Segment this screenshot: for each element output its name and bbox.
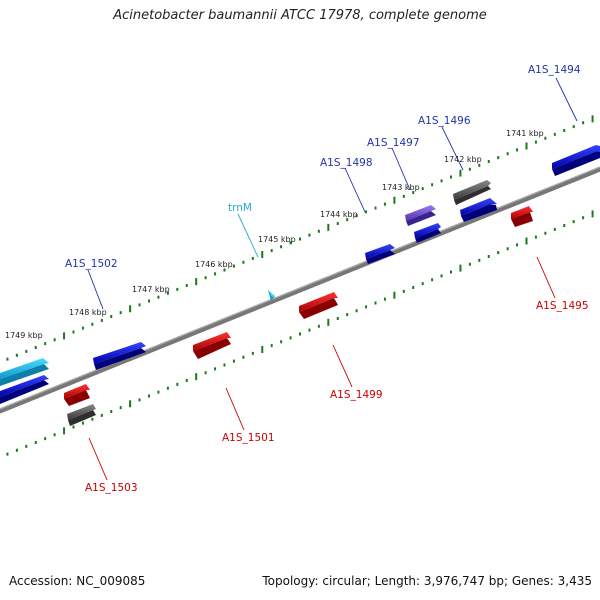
leader-a1s-1503: [88, 437, 108, 481]
gene-a1s-1497[interactable]: [405, 205, 436, 226]
tick-label-1741: 1741 kbp: [506, 129, 544, 138]
gene-a1s-1496-gray[interactable]: [453, 180, 491, 205]
gene-a1s-1499[interactable]: [299, 292, 338, 319]
leader-a1s-1495: [536, 256, 556, 299]
gene-a1s-1501[interactable]: [193, 332, 231, 359]
gene-trna-cyan-left[interactable]: [0, 358, 49, 386]
label-a1s-1499[interactable]: A1S_1499: [330, 389, 383, 401]
label-trnm[interactable]: trnM: [228, 202, 252, 214]
label-a1s-1501[interactable]: A1S_1501: [222, 432, 275, 444]
label-a1s-1497[interactable]: A1S_1497: [367, 137, 420, 149]
leader-trnm: [237, 213, 259, 258]
leader-a1s-1497: [391, 147, 411, 191]
leader-a1s-1501: [225, 387, 245, 431]
gene-a1s-1495[interactable]: [511, 206, 533, 227]
gene-a1s-1502[interactable]: [93, 342, 146, 370]
label-a1s-1498[interactable]: A1S_1498: [320, 157, 373, 169]
tick-label-1743: 1743 kbp: [382, 183, 420, 192]
topology-text: Topology: circular; Length: 3,976,747 bp…: [262, 574, 592, 588]
leader-a1s-1499: [332, 344, 353, 388]
label-a1s-1496[interactable]: A1S_1496: [418, 115, 471, 127]
gene-a1s-1503[interactable]: [64, 384, 90, 406]
label-leaders: [87, 77, 578, 481]
gene-a1s-1494[interactable]: [552, 145, 600, 176]
gene-a1s-1503-gray[interactable]: [67, 404, 96, 426]
tick-label-1748: 1748 kbp: [69, 308, 107, 317]
tick-label-1749: 1749 kbp: [5, 331, 43, 340]
map-title: Acinetobacter baumannii ATCC 17978, comp…: [113, 8, 487, 23]
genome-backbone-highlight: [0, 166, 600, 410]
gene-a1s-1497b[interactable]: [414, 223, 441, 243]
gene-a1s-1496[interactable]: [460, 198, 497, 222]
tick-label-1747: 1747 kbp: [132, 285, 170, 294]
label-a1s-1495[interactable]: A1S_1495: [536, 300, 589, 312]
gene-forward-left-edge[interactable]: [0, 375, 49, 404]
tick-label-1745: 1745 kbp: [258, 235, 296, 244]
leader-a1s-1496: [441, 126, 464, 171]
label-a1s-1502[interactable]: A1S_1502: [65, 258, 118, 270]
genome-backbone: [0, 166, 600, 414]
label-a1s-1494[interactable]: A1S_1494: [528, 64, 581, 76]
lower-scale-track: [6, 210, 594, 456]
tick-label-1744: 1744 kbp: [320, 210, 358, 219]
leader-a1s-1498: [344, 167, 366, 213]
accession-text: Accession: NC_009085: [9, 574, 146, 588]
tick-label-1746: 1746 kbp: [195, 260, 233, 269]
gene-a1s-1498[interactable]: [365, 244, 395, 264]
upper-scale-track: [6, 115, 594, 361]
label-a1s-1503[interactable]: A1S_1503: [85, 482, 138, 494]
tick-label-1742: 1742 kbp: [444, 155, 482, 164]
leader-a1s-1502: [87, 269, 104, 310]
gene-trnm[interactable]: [268, 290, 275, 301]
leader-a1s-1494: [555, 77, 578, 122]
